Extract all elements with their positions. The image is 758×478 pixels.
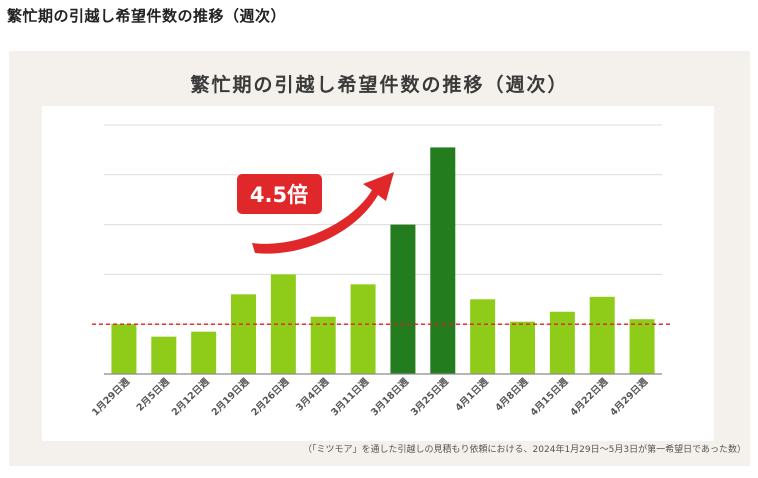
x-tick-label: 4月8日週 <box>493 375 531 413</box>
x-tick-label: 4月15日週 <box>528 375 571 418</box>
footnote: （「ミツモア」を通した引越しの見積もり依頼における、2024年1月29日〜5月3… <box>303 445 746 455</box>
bar <box>231 294 256 374</box>
x-tick-label: 3月25日週 <box>408 375 451 418</box>
x-tick-label: 4月29日週 <box>608 375 651 418</box>
x-tick-label: 2月19日週 <box>209 375 252 418</box>
annotation-badge <box>237 174 322 214</box>
bar <box>629 319 655 374</box>
x-tick-label: 3月11日週 <box>329 375 372 418</box>
page-heading: 繁忙期の引越し希望件数の推移（週次） <box>7 7 287 25</box>
x-tick-label: 4月1日週 <box>453 375 491 413</box>
bar <box>470 299 496 374</box>
x-tick-label: 2月5日週 <box>134 375 172 413</box>
bar <box>191 331 217 374</box>
growth-arrow <box>252 172 394 254</box>
bar <box>549 311 575 374</box>
bar <box>589 296 615 374</box>
bar <box>430 147 456 374</box>
chart-title: 繁忙期の引越し希望件数の推移（週次） <box>190 74 569 96</box>
bar <box>111 324 137 374</box>
plot-area: 1月29日週 2月5日週 2月12日週 2月19日週 2月26日週 3月4日週 3月11日週… <box>42 106 714 441</box>
x-tick-label: 2月12日週 <box>169 375 212 418</box>
annotation-label: 4.5倍 <box>250 183 308 207</box>
bar <box>510 321 535 374</box>
x-tick-label: 2月26日週 <box>249 375 292 418</box>
bar <box>151 336 177 374</box>
bar <box>350 284 376 374</box>
x-tick-label: 4月22日週 <box>568 375 611 418</box>
chart-panel: 繁忙期の引越し希望件数の推移（週次） 1月29日週 2月5日週 2月12日週 2月19… <box>9 51 750 466</box>
x-tick-label: 3月4日週 <box>293 375 331 413</box>
bar <box>310 316 336 374</box>
x-tick-label: 1月29日週 <box>89 375 132 418</box>
x-tick-label: 3月18日週 <box>368 375 411 418</box>
bar <box>390 224 416 374</box>
